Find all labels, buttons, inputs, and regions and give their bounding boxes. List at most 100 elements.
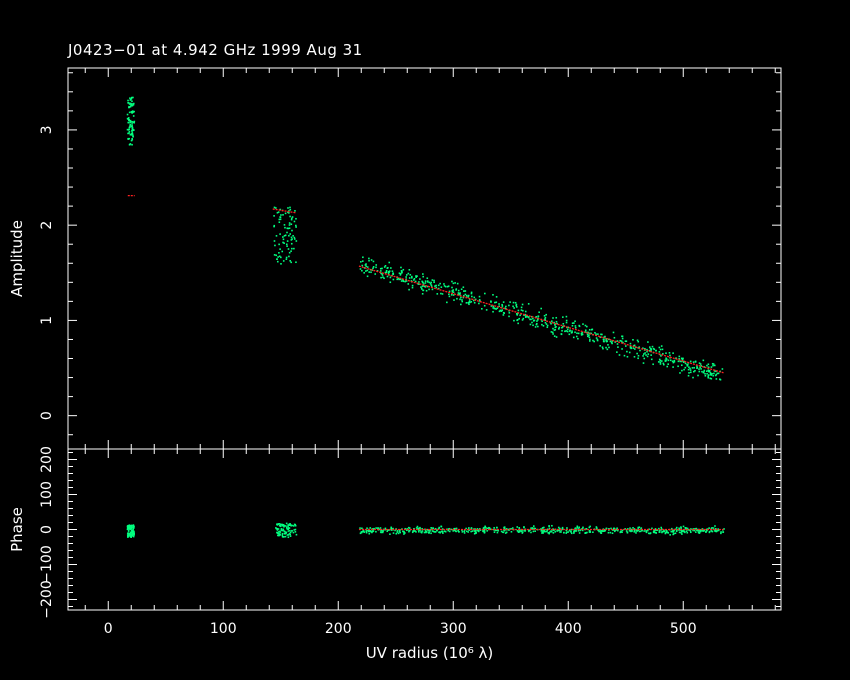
amplitude-data-point: [666, 365, 669, 368]
phase-data-point: [131, 526, 133, 529]
phase-data-point: [637, 526, 640, 529]
amplitude-data-point: [293, 236, 296, 239]
phase-data-point: [281, 534, 284, 537]
phase-data-point: [448, 528, 450, 530]
amplitude-data-point: [553, 335, 556, 337]
amplitude-data-point: [291, 238, 293, 240]
amplitude-data-point: [459, 298, 461, 301]
amplitude-data-point: [545, 313, 548, 316]
amplitude-data-point: [129, 97, 131, 99]
amplitude-data-point: [557, 328, 560, 330]
phase-data-point: [288, 532, 291, 535]
amplitude-data-point: [553, 329, 556, 331]
amplitude-data-point: [500, 310, 503, 312]
amplitude-data-point: [594, 331, 596, 334]
amplitude-data-point: [431, 279, 434, 281]
amplitude-data-point: [681, 358, 684, 360]
phase-data-point: [482, 529, 485, 532]
amplitude-data-point: [696, 365, 698, 368]
phase-data-point: [674, 532, 677, 535]
phase-data-point: [603, 529, 606, 531]
amplitude-data-point: [468, 303, 470, 306]
phase-data-point: [423, 531, 426, 534]
amplitude-data-point: [132, 135, 134, 137]
phase-data-point: [596, 527, 598, 529]
amplitude-data-point: [277, 256, 279, 258]
amplitude-data-point: [290, 250, 292, 252]
phase-data-point: [530, 527, 532, 529]
amplitude-data-point: [278, 252, 280, 254]
phase-data-point: [653, 531, 656, 534]
phase-data-point: [500, 530, 503, 533]
amplitude-data-point: [633, 355, 636, 358]
phase-data-point: [523, 529, 526, 532]
phase-data-point: [640, 527, 643, 529]
amplitude-data-point: [532, 324, 534, 327]
phase-data-point: [548, 532, 550, 535]
phase-data-point: [287, 534, 290, 536]
phase-data-point: [588, 529, 591, 532]
phase-data-point: [452, 530, 454, 532]
amplitude-data-point: [527, 316, 530, 318]
amplitude-data-point: [422, 283, 425, 285]
phase-data-point: [720, 532, 722, 535]
amplitude-data-point: [719, 378, 721, 381]
amplitude-data-point: [481, 308, 483, 310]
amplitude-data-point: [664, 360, 667, 362]
amplitude-data-point: [435, 286, 438, 289]
phase-data-point: [570, 531, 572, 533]
amplitude-data-point: [555, 316, 558, 319]
amplitude-data-point: [281, 250, 284, 253]
amplitude-data-point: [434, 285, 436, 287]
amplitude-data-point: [712, 363, 715, 365]
amplitude-data-point: [616, 340, 619, 342]
amplitude-data-point: [453, 299, 455, 301]
phase-data-point: [395, 532, 398, 535]
amplitude-data-point: [290, 236, 293, 239]
phase-data-point: [648, 532, 650, 535]
amplitude-data-point: [478, 302, 480, 305]
phase-data-point: [548, 525, 550, 528]
amplitude-data-point: [289, 233, 292, 235]
amplitude-data-point: [521, 303, 524, 306]
phase-data-point: [379, 527, 382, 529]
amplitude-data-point: [632, 347, 635, 349]
amplitude-data-point: [379, 267, 382, 270]
amplitude-data-point: [131, 123, 133, 125]
amplitude-data-point: [448, 295, 451, 298]
amplitude-data-point: [665, 358, 668, 360]
phase-data-point: [533, 527, 535, 530]
amplitude-data-point: [273, 224, 276, 227]
chart-title: J0423−01 at 4.942 GHz 1999 Aug 31: [68, 41, 363, 59]
amplitude-data-point: [282, 260, 285, 262]
phase-data-point: [680, 530, 683, 533]
phase-data-point: [281, 535, 284, 538]
phase-data-point: [417, 527, 420, 530]
phase-data-point: [684, 531, 686, 534]
amplitude-data-point: [286, 240, 289, 242]
amplitude-data-point: [694, 369, 696, 372]
phase-data-point: [602, 530, 605, 533]
amplitude-data-point: [295, 217, 297, 220]
phase-data-point: [570, 528, 573, 531]
phase-data-point: [127, 530, 130, 532]
amplitude-data-point: [278, 218, 281, 221]
phase-data-point: [455, 527, 458, 530]
phase-data-point: [482, 527, 485, 530]
amplitude-data-point: [370, 259, 373, 261]
phase-data-point: [664, 532, 667, 534]
amplitude-data-point: [697, 374, 699, 377]
amplitude-data-point: [601, 346, 604, 349]
amplitude-data-point: [708, 369, 711, 372]
amplitude-data-point: [655, 349, 657, 352]
amplitude-data-point: [289, 259, 291, 262]
phase-data-point: [441, 531, 444, 533]
amplitude-data-point: [637, 357, 639, 360]
phase-data-point: [389, 533, 391, 535]
amplitude-data-point: [430, 285, 433, 288]
phase-data-point: [421, 527, 423, 530]
amplitude-data-point: [644, 347, 646, 350]
amplitude-data-point: [662, 352, 664, 355]
amplitude-data-point: [276, 258, 278, 261]
amplitude-data-point: [667, 363, 670, 365]
